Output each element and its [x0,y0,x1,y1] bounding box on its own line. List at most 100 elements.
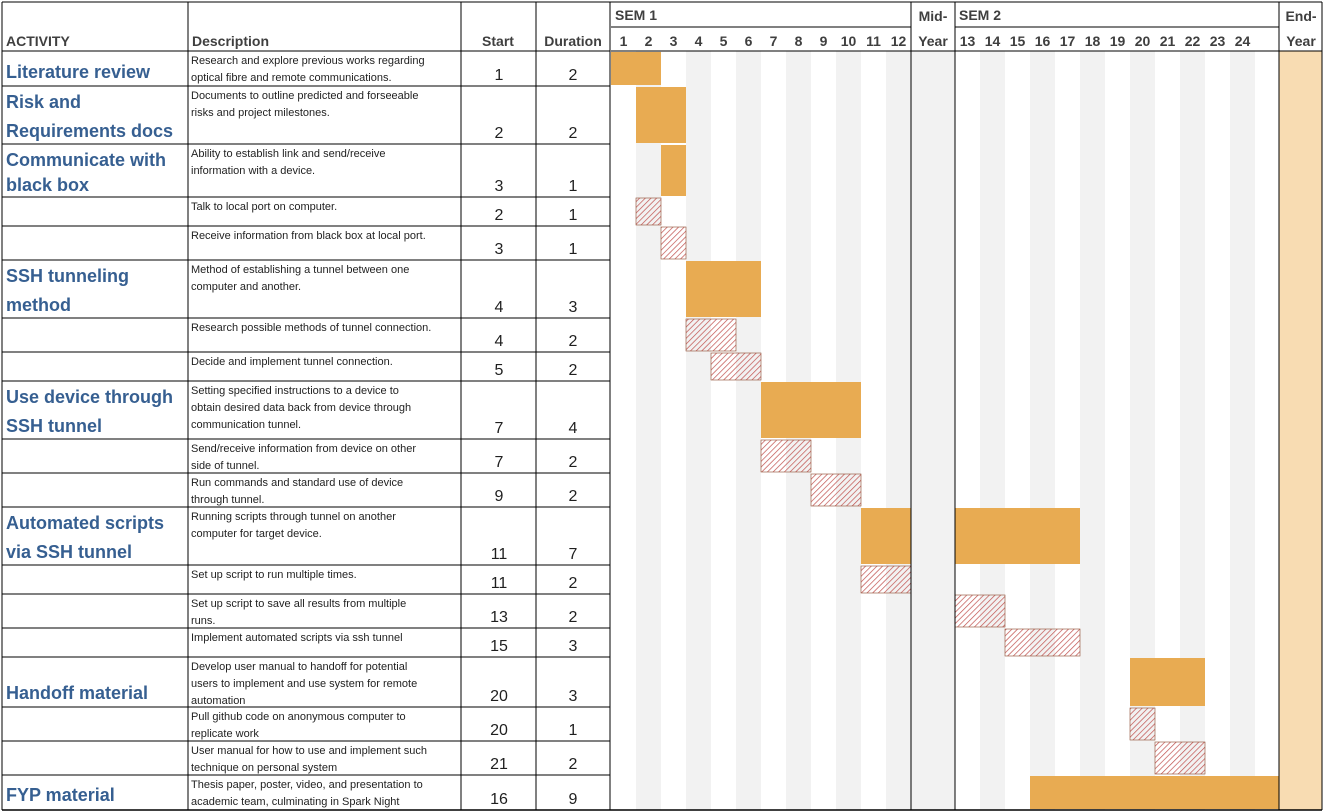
gantt-subtask-bar [660,226,687,260]
week-column-shade [980,51,1005,810]
start-value: 4 [495,333,504,350]
gantt-subtask-bar [1129,707,1156,741]
week-tick-label: 14 [985,33,1001,49]
description-text: obtain desired data back from device thr… [191,402,411,414]
description-text: Setting specified instructions to a devi… [191,385,399,397]
duration-value: 1 [569,722,578,739]
gantt-subtask-bar [635,197,662,226]
start-value: 15 [490,638,508,655]
start-value: 5 [495,362,504,379]
description-text: Talk to local port on computer. [191,201,337,213]
duration-value: 3 [569,688,578,705]
week-tick-label: 9 [820,33,828,49]
activity-label: SSH tunnel [6,416,102,436]
description-text: Running scripts through tunnel on anothe… [191,511,396,523]
week-tick-label: 17 [1060,33,1076,49]
activity-label: Literature review [6,62,151,82]
week-tick-label: 1 [620,33,628,49]
duration-value: 2 [569,609,578,626]
duration-value: 7 [569,546,578,563]
duration-value: 2 [569,362,578,379]
activity-label: method [6,295,71,315]
gantt-bar [636,87,686,143]
activity-label: Handoff material [6,683,148,703]
start-value: 21 [490,756,508,773]
sem2-label: SEM 2 [959,7,1001,23]
gantt-bar [1030,776,1279,809]
start-value: 11 [491,575,508,592]
description-text: through tunnel. [191,494,264,506]
description-text: Thesis paper, poster, video, and present… [191,779,423,791]
end-year-shade [1279,51,1322,810]
mid-year-label-bottom: Year [918,33,948,49]
description-text: automation [191,695,245,707]
week-tick-label: 4 [695,33,703,49]
activity-label: Automated scripts [6,513,164,533]
description-text: Decide and implement tunnel connection. [191,356,393,368]
week-tick-label: 18 [1085,33,1101,49]
description-text: computer and another. [191,281,301,293]
gantt-bar [661,145,686,196]
start-value: 4 [495,299,504,316]
start-value: 7 [495,454,504,471]
start-value: 20 [490,688,508,705]
duration-header: Duration [544,33,602,49]
week-column-shade [1230,51,1255,810]
week-column-shade [1030,51,1055,810]
description-text: technique on personal system [191,762,337,774]
week-tick-label: 13 [960,33,976,49]
description-text: information with a device. [191,165,315,177]
gantt-bar [1130,658,1205,706]
week-tick-label: 11 [866,33,881,49]
description-header: Description [192,33,269,49]
gantt-subtask-bar [860,565,912,594]
activity-label: SSH tunneling [6,266,129,286]
week-column-shade [1080,51,1105,810]
duration-value: 2 [569,756,578,773]
description-text: replicate work [191,728,259,740]
week-tick-label: 2 [645,33,653,49]
duration-value: 4 [569,420,578,437]
activity-label: Risk and [6,92,81,112]
week-tick-label: 21 [1160,33,1176,49]
week-column-shade [736,51,761,810]
duration-value: 1 [569,241,578,258]
gantt-subtask-bar [710,352,762,381]
start-header: Start [482,33,514,49]
duration-value: 9 [569,791,578,808]
week-tick-label: 24 [1235,33,1251,49]
duration-value: 3 [569,638,578,655]
description-text: Set up script to save all results from m… [191,598,406,610]
week-tick-label: 3 [670,33,678,49]
description-text: Set up script to run multiple times. [191,569,357,581]
gantt-bar [686,261,761,317]
activity-label: Use device through [6,387,173,407]
description-text: runs. [191,615,215,627]
duration-value: 2 [569,575,578,592]
description-text: academic team, culminating in Spark Nigh… [191,796,399,808]
description-text: Pull github code on anonymous computer t… [191,711,406,723]
description-text: Send/receive information from device on … [191,443,416,455]
gantt-subtask-bar [1004,628,1081,657]
gantt-subtask-bar [1154,741,1206,775]
gantt-bar [861,508,911,564]
description-text: Run commands and standard use of device [191,477,403,489]
description-text: Implement automated scripts via ssh tunn… [191,632,403,644]
activity-header: ACTIVITY [6,33,70,49]
activity-label: Communicate with [6,150,166,170]
week-tick-label: 15 [1010,33,1026,49]
week-tick-label: 12 [891,33,907,49]
sem1-label: SEM 1 [615,7,657,23]
week-tick-label: 8 [795,33,803,49]
week-tick-label: 20 [1135,33,1151,49]
duration-value: 2 [569,333,578,350]
activity-label: FYP material [6,785,115,805]
week-column-shade [886,51,911,810]
end-year-label-bottom: Year [1286,33,1316,49]
week-tick-label: 10 [841,33,857,49]
description-text: Ability to establish link and send/recei… [191,148,385,160]
duration-value: 3 [569,299,578,316]
gantt-bar [955,508,1080,564]
